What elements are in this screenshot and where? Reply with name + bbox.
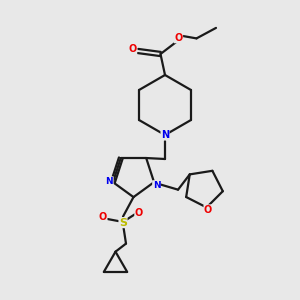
Text: O: O [174, 33, 183, 43]
Text: N: N [161, 130, 169, 140]
Text: O: O [128, 44, 137, 55]
Text: O: O [135, 208, 143, 218]
Text: N: N [106, 177, 113, 186]
Text: N: N [153, 181, 160, 190]
Text: O: O [204, 205, 212, 215]
Text: S: S [119, 218, 127, 228]
Text: O: O [99, 212, 107, 223]
